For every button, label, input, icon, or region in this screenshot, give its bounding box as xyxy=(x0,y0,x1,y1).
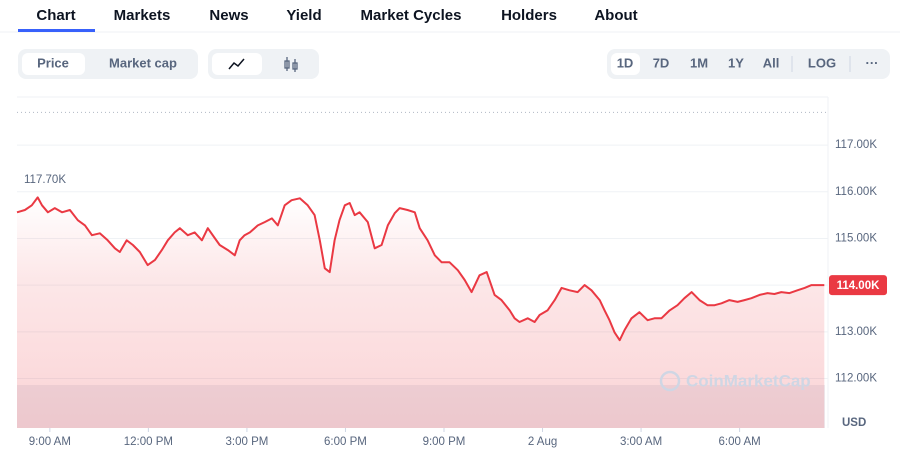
range-button[interactable]: All xyxy=(763,55,780,70)
y-tick-label: 113.00K xyxy=(835,326,877,338)
nav-tab[interactable]: Markets xyxy=(114,7,171,24)
nav-tab[interactable]: Yield xyxy=(286,7,321,24)
watermark: CoinMarketCap xyxy=(686,371,811,390)
toggle-active xyxy=(22,53,85,75)
y-tick-label: 116.00K xyxy=(835,186,877,198)
toggle-button[interactable]: Price xyxy=(37,55,69,70)
x-tick-label: 6:00 AM xyxy=(719,436,761,448)
x-tick-label: 9:00 AM xyxy=(29,436,71,448)
range-button[interactable]: 7D xyxy=(653,55,670,70)
active-tab-underline xyxy=(18,29,95,32)
y-tick-label: 112.00K xyxy=(835,373,877,385)
line-button[interactable] xyxy=(212,53,262,75)
plot: 112.00K 113.00K 114.00K 115.00K 116.00K 117.0… xyxy=(16,111,887,448)
area xyxy=(17,197,825,428)
y-tick-label: 115.00K xyxy=(835,232,877,244)
range-button[interactable]: LOG xyxy=(808,55,836,70)
nav-tab[interactable]: News xyxy=(209,7,248,24)
last-price-label: 114.00K xyxy=(837,280,881,292)
range-group xyxy=(607,49,890,79)
watermark-logo xyxy=(659,370,681,392)
x-tick-label: 6:00 PM xyxy=(324,436,367,448)
nav-tab[interactable]: About xyxy=(594,7,637,24)
y-tick-label: 117.00K xyxy=(835,139,877,151)
toggle-button[interactable]: Market cap xyxy=(109,55,177,70)
line-icon xyxy=(228,58,245,70)
x-tick-label: 12:00 PM xyxy=(124,436,173,448)
more-button[interactable]: ··· xyxy=(866,55,879,70)
x-tick-label: 3:00 AM xyxy=(620,436,662,448)
range-button[interactable]: 1Y xyxy=(728,55,744,70)
x-tick-label: 9:00 PM xyxy=(423,436,466,448)
x-tick-label: 2 Aug xyxy=(528,436,557,448)
price-line xyxy=(16,196,825,342)
currency: USD xyxy=(842,417,866,429)
candle-icon[interactable] xyxy=(284,57,298,72)
high-label: 117.70K xyxy=(24,174,66,186)
nav-tab[interactable]: Market Cycles xyxy=(361,7,462,24)
nav-tab[interactable]: Holders xyxy=(501,7,557,24)
range-button[interactable]: 1D xyxy=(617,55,634,70)
range-active xyxy=(611,53,640,75)
range-button[interactable]: 1M xyxy=(690,55,708,70)
x-tick-label: 3:00 PM xyxy=(226,436,269,448)
last-price-box xyxy=(829,275,887,296)
nav-tab[interactable]: Chart xyxy=(36,7,75,24)
